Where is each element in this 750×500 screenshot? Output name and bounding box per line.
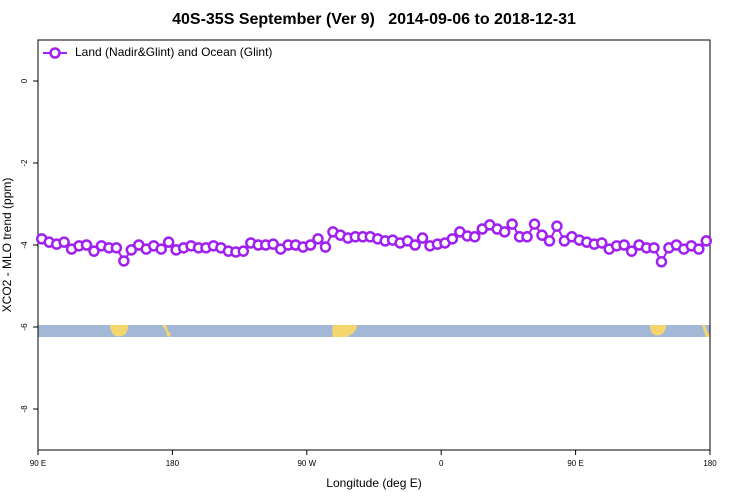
point	[118, 255, 130, 267]
ocean-band	[38, 325, 710, 337]
point	[162, 236, 175, 248]
point	[521, 231, 533, 243]
land	[650, 325, 666, 336]
legend-marker	[49, 47, 61, 59]
point	[312, 233, 324, 245]
x-tick-label: 90 E	[30, 459, 46, 468]
point	[528, 218, 541, 230]
point	[693, 243, 705, 255]
chart-title: 40S-35S September (Ver 9) 2014-09-06 to …	[172, 11, 576, 28]
y-tick-label: -6	[20, 323, 29, 331]
point	[506, 218, 518, 230]
point	[155, 243, 167, 255]
x-tick-label: 90 E	[567, 459, 583, 468]
y-tick-label: -8	[20, 405, 29, 413]
point	[416, 232, 429, 244]
point	[58, 236, 70, 248]
land	[110, 325, 128, 337]
point	[319, 241, 332, 253]
point	[88, 245, 100, 257]
point	[625, 245, 638, 257]
land	[332, 325, 357, 337]
y-tick-label: -2	[20, 159, 29, 167]
x-tick-label: 180	[703, 459, 717, 468]
point	[655, 256, 668, 268]
point	[110, 242, 123, 254]
point	[237, 245, 250, 257]
point	[80, 239, 93, 251]
point	[469, 231, 481, 243]
point	[446, 233, 459, 245]
point	[304, 239, 317, 251]
legend-label: Land (Nadir&Glint) and Ocean (Glint)	[75, 45, 272, 59]
point	[536, 229, 548, 241]
x-tick-label: 180	[166, 459, 180, 468]
point	[498, 226, 511, 238]
point	[543, 235, 556, 247]
point	[595, 237, 608, 249]
point	[551, 220, 563, 232]
x-axis-label: Longitude (deg E)	[326, 476, 421, 490]
point	[648, 242, 660, 254]
land	[162, 325, 171, 337]
y-tick-label: 0	[20, 78, 29, 83]
y-tick-label: -4	[20, 241, 29, 249]
map-strip	[38, 325, 710, 337]
point	[409, 239, 421, 251]
y-axis-label: XCO2 - MLO trend (ppm)	[0, 178, 14, 313]
point	[618, 239, 630, 251]
x-tick-label: 0	[439, 459, 444, 468]
land	[702, 325, 710, 337]
x-tick-label: 90 W	[297, 459, 316, 468]
point	[700, 235, 713, 247]
